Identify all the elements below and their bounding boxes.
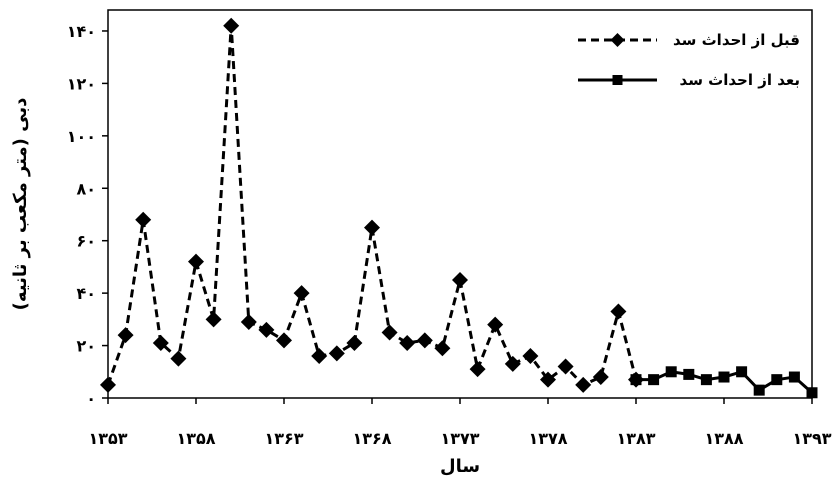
series-1-point [276,332,292,349]
series-1-point [117,327,134,344]
series-1-point [557,358,574,375]
y-tick-label: ۶۰ [76,232,96,251]
series-1-point [240,313,257,330]
series-1-point [575,376,592,393]
x-tick-label: ۱۳۶۳ [264,429,303,448]
series-2-point [648,374,660,386]
y-tick-label: ۱۰۰ [67,127,96,146]
series-2-point [736,366,748,378]
series-1-point [311,348,328,365]
y-axis-title: دبی (متر مکعب بر ثانیه) [10,98,31,311]
series-1-point [592,369,609,386]
series-1-point [416,332,433,349]
series-1-point [364,219,380,236]
legend-marker [612,75,623,85]
x-tick-label: ۱۳۸۸ [704,429,743,448]
series-2-point [665,366,677,378]
series-2-point [806,387,818,399]
series-1-point [469,361,486,378]
series-1-point [188,253,204,270]
x-axis: ۱۳۵۳ ۱۳۵۸ ۱۳۶۳ ۱۳۶۸ ۱۳۷۳ ۱۳۷۸ ۱۳۸۳ ۱۳۸۸ ۱۳۹۳ [88,398,832,448]
x-tick-label: ۱۳۵۸ [176,429,215,448]
x-tick-label: ۱۳۷۸ [528,429,567,448]
series-layer [100,17,818,399]
series-1-point [434,340,451,357]
series-1-point [100,376,116,393]
y-axis: ۰ ۲۰ ۴۰ ۶۰ ۸۰ ۱۰۰ ۱۲۰ ۱۴۰ [67,22,108,408]
series-1-point [610,303,627,320]
series-2-point [788,371,800,383]
series-1-point [452,272,468,289]
x-tick-label: ۱۳۷۳ [440,429,479,448]
series-1-point [522,348,539,365]
series-2-point [718,371,730,383]
series-1-point [258,321,275,338]
series-1-point [293,285,310,302]
series-1-point [540,371,556,388]
series-1-point [328,345,345,362]
series-1-point [487,316,504,333]
series-2-point [771,374,783,386]
legend: قبل از احداث سد بعد از احداث سد [578,31,800,89]
legend-marker [610,33,625,47]
series-1-point [205,311,222,328]
x-tick-label: ۱۳۵۳ [88,429,127,448]
series-1-point [504,355,521,372]
series-1-point [381,324,398,341]
plot-frame [107,9,813,399]
y-tick-label: ۲۰ [76,337,96,356]
series-2-point [630,374,642,386]
x-tick-label: ۱۳۹۳ [792,429,831,448]
y-tick-label: ۰ [86,389,96,408]
series-2-point [700,374,712,386]
series-1-point [170,350,187,367]
y-tick-label: ۴۰ [76,284,96,303]
series-1-point [223,17,240,34]
series-1-point [399,334,416,351]
x-tick-label: ۱۳۶۸ [352,429,391,448]
legend-label: بعد از احداث سد [680,71,800,89]
series-1-line [106,25,638,387]
y-tick-label: ۱۲۰ [67,74,96,93]
x-axis-title: سال [440,456,480,477]
y-tick-label: ۸۰ [76,179,96,198]
series-2-point [683,368,695,380]
series-2-point [753,384,765,396]
series-1-point [152,334,169,351]
x-tick-label: ۱۳۸۳ [616,429,655,448]
y-tick-label: ۱۴۰ [67,22,96,41]
legend-label: قبل از احداث سد [673,31,800,49]
series-1-point [346,334,363,351]
series-1-point [135,211,152,228]
